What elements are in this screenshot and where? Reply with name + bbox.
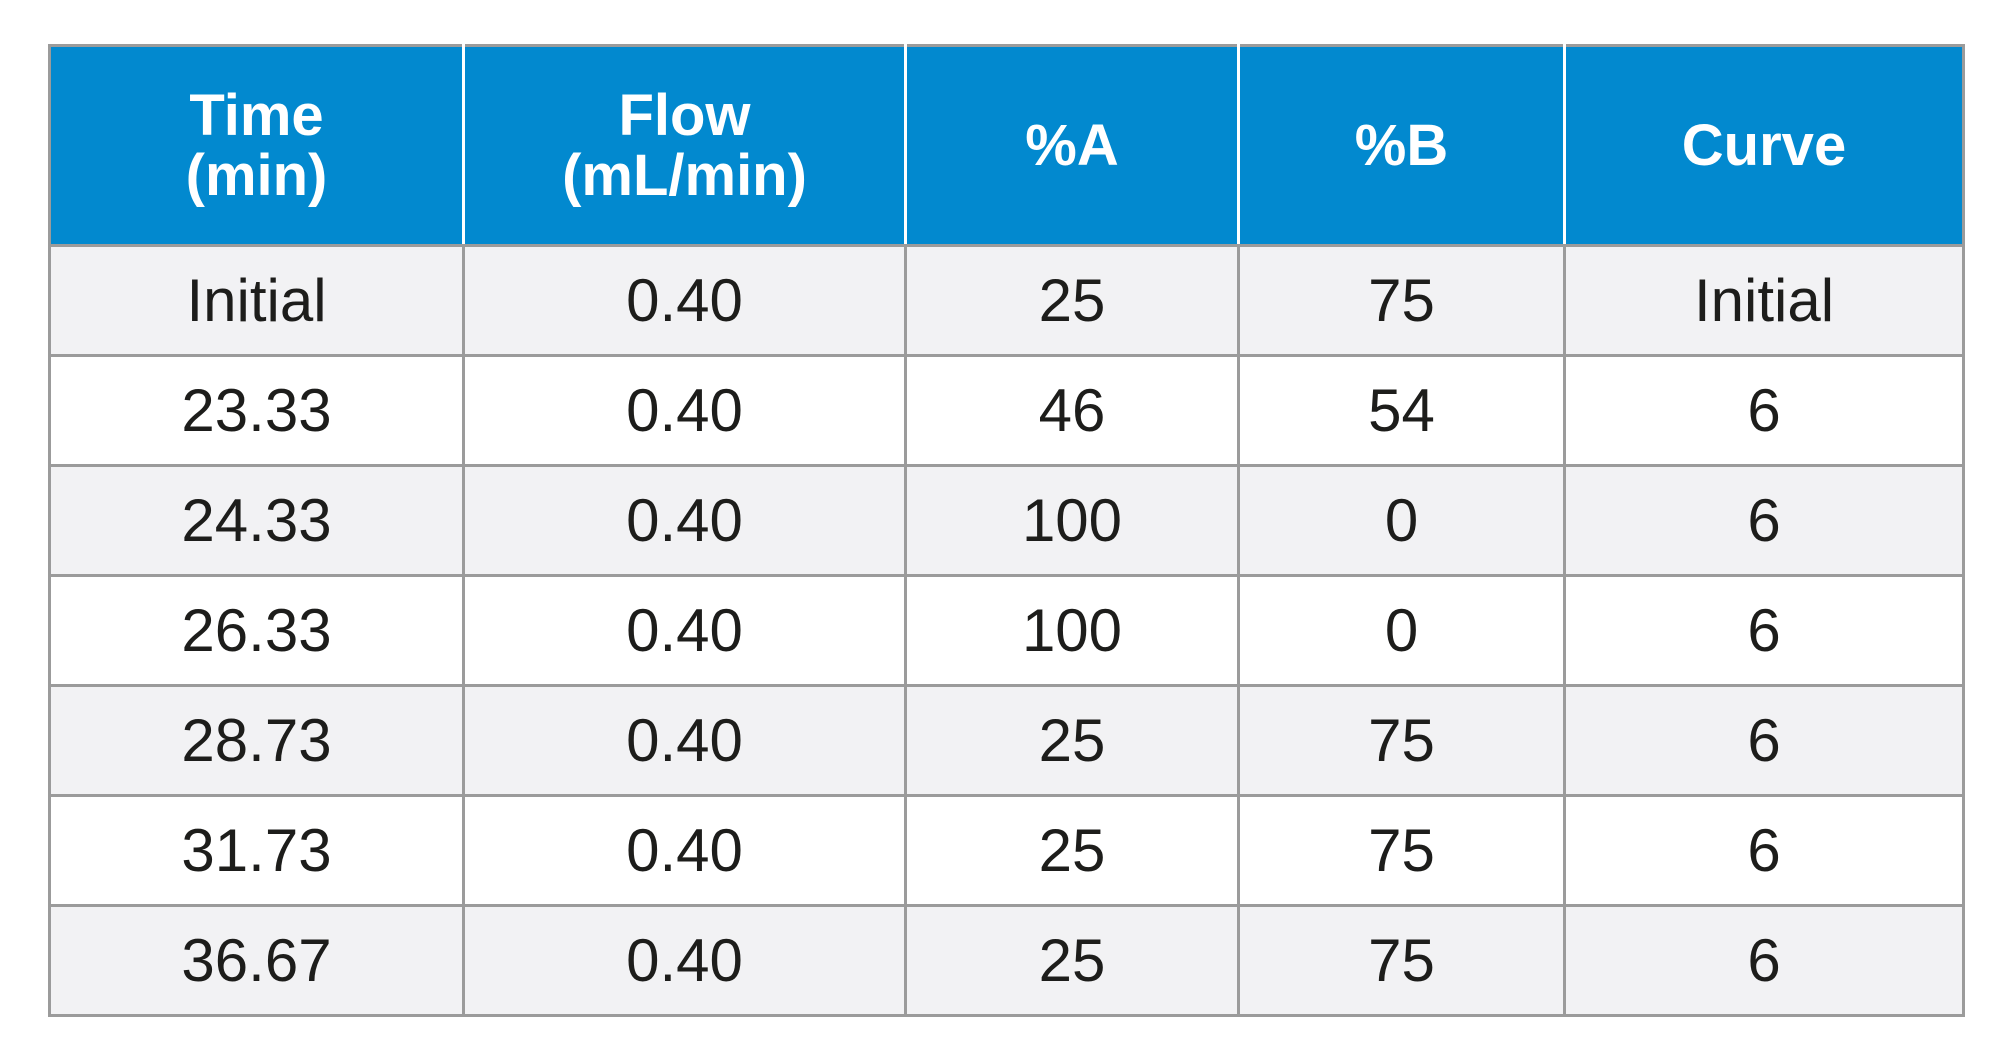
cell-time: 23.33 [48,354,465,467]
cell-percent-b: 75 [1237,244,1566,357]
cell-flow: 0.40 [462,684,907,797]
header-curve-label: Curve [1681,112,1847,178]
cell-curve: 6 [1563,684,1965,797]
cell-flow: 0.40 [462,244,907,357]
table-row: 36.67 0.40 25 75 6 [48,904,1965,1017]
cell-percent-a: 100 [904,464,1240,577]
cell-flow: 0.40 [462,794,907,907]
cell-percent-b: 75 [1237,904,1566,1017]
cell-percent-a: 46 [904,354,1240,467]
header-percent-b: %B [1237,44,1566,247]
header-percent-a: %A [904,44,1240,247]
cell-flow: 0.40 [462,464,907,577]
cell-percent-b: 54 [1237,354,1566,467]
cell-flow: 0.40 [462,904,907,1017]
table-header: Time (min) Flow (mL/min) %A %B Curve [48,44,1965,247]
cell-time: 36.67 [48,904,465,1017]
header-row: Time (min) Flow (mL/min) %A %B Curve [48,44,1965,247]
cell-percent-a: 25 [904,244,1240,357]
header-flow-unit: (mL/min) [562,142,807,208]
header-curve: Curve [1563,44,1965,247]
cell-flow: 0.40 [462,354,907,467]
gradient-table: Time (min) Flow (mL/min) %A %B Curve [48,44,1965,1017]
header-percent-b-label: %B [1354,112,1449,178]
cell-curve: 6 [1563,574,1965,687]
cell-percent-a: 25 [904,794,1240,907]
header-flow: Flow (mL/min) [462,44,907,247]
cell-time: Initial [48,244,465,357]
cell-curve: 6 [1563,354,1965,467]
cell-percent-a: 100 [904,574,1240,687]
cell-percent-a: 25 [904,684,1240,797]
cell-percent-b: 0 [1237,574,1566,687]
table-body: Initial 0.40 25 75 Initial 23.33 0.40 46… [48,244,1965,1017]
header-flow-label: Flow [618,82,751,148]
cell-curve: 6 [1563,794,1965,907]
cell-percent-a: 25 [904,904,1240,1017]
cell-time: 28.73 [48,684,465,797]
header-percent-a-label: %A [1025,112,1119,178]
table-row: 26.33 0.40 100 0 6 [48,574,1965,687]
cell-curve: 6 [1563,464,1965,577]
cell-percent-b: 75 [1237,794,1566,907]
header-time: Time (min) [48,44,465,247]
table-row: 24.33 0.40 100 0 6 [48,464,1965,577]
table-row: 31.73 0.40 25 75 6 [48,794,1965,907]
gradient-table-container: Time (min) Flow (mL/min) %A %B Curve [48,44,1965,1017]
cell-curve: 6 [1563,904,1965,1017]
cell-curve: Initial [1563,244,1965,357]
cell-time: 24.33 [48,464,465,577]
cell-time: 26.33 [48,574,465,687]
table-row: 23.33 0.40 46 54 6 [48,354,1965,467]
cell-flow: 0.40 [462,574,907,687]
header-time-label: Time [189,82,324,148]
cell-percent-b: 75 [1237,684,1566,797]
table-row: Initial 0.40 25 75 Initial [48,244,1965,357]
table-row: 28.73 0.40 25 75 6 [48,684,1965,797]
cell-time: 31.73 [48,794,465,907]
header-time-unit: (min) [185,142,328,208]
cell-percent-b: 0 [1237,464,1566,577]
